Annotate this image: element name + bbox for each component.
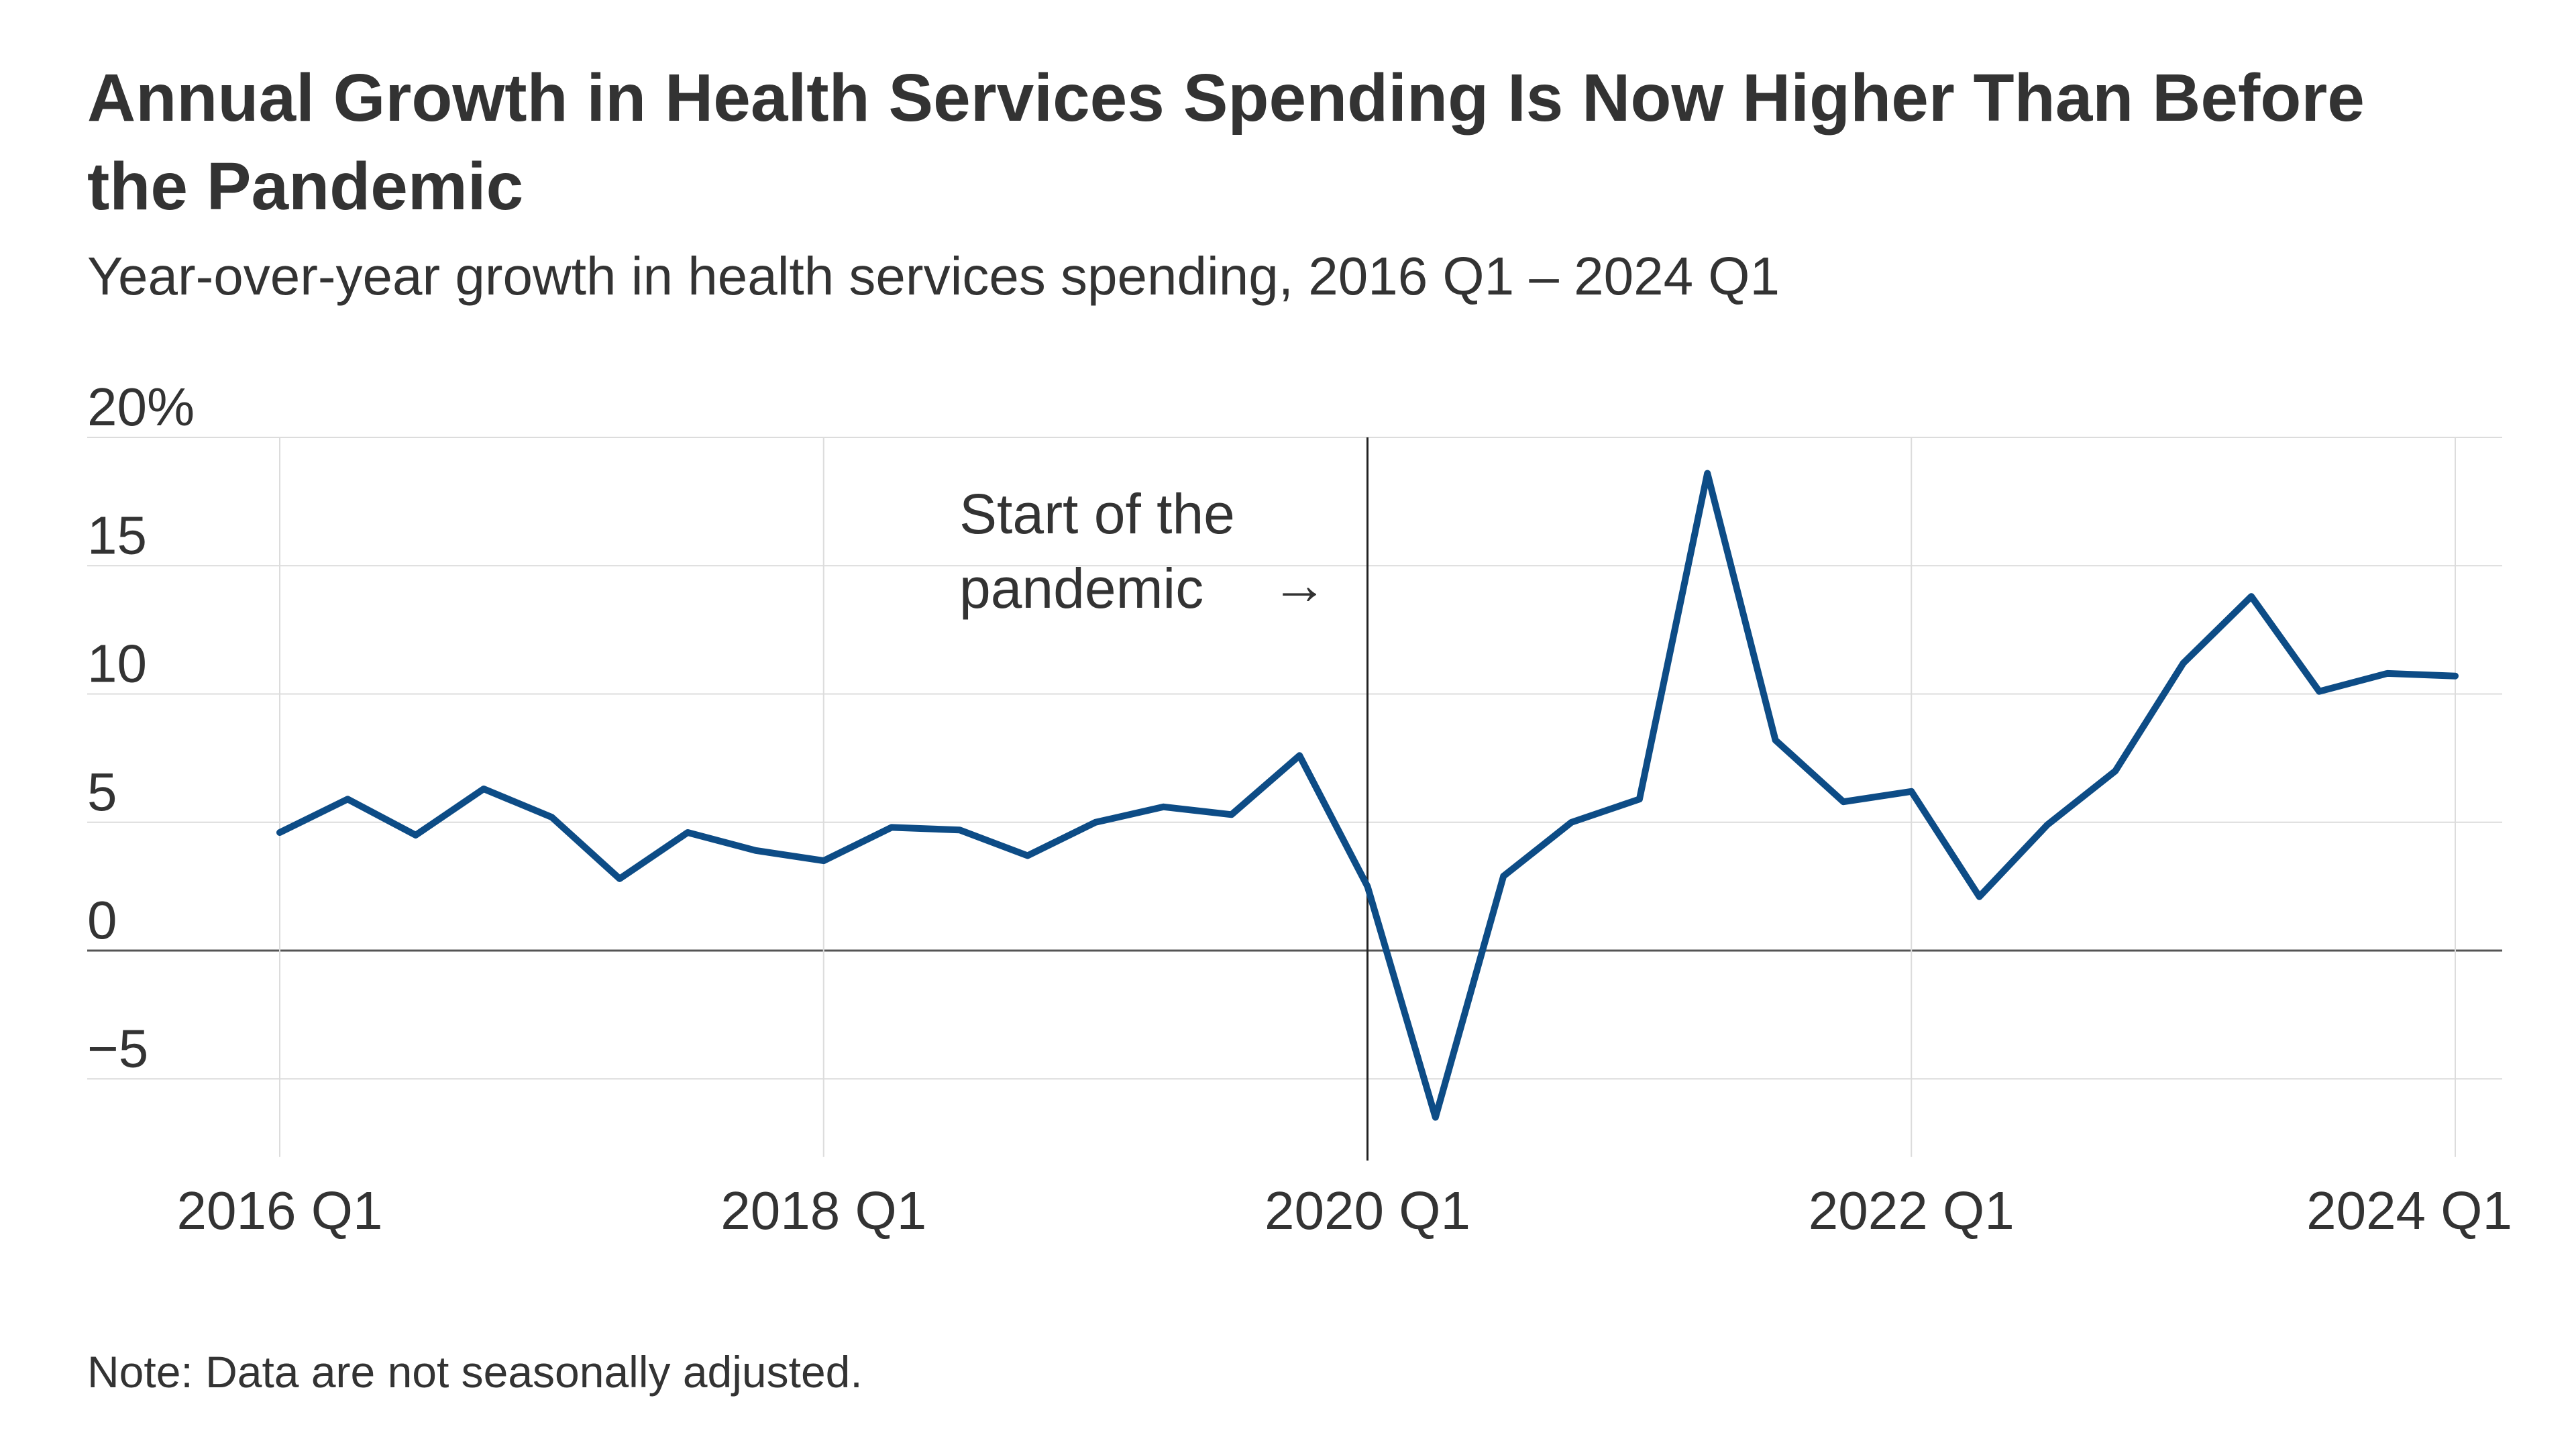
data-point	[1364, 882, 1372, 890]
chart-note: Note: Data are not seasonally adjusted.	[87, 1347, 863, 1397]
y-tick-label: 0	[87, 890, 117, 950]
y-tick-label: 20%	[87, 377, 195, 437]
data-point	[1432, 1114, 1440, 1122]
line-chart: −5 0 5 10 15 20% 2016 Q1 2018 Q1 2020 Q1 2022 Q1 2…	[87, 377, 2512, 1240]
data-point	[684, 828, 692, 837]
x-tick-label: 2022 Q1	[1809, 1181, 2015, 1240]
data-point	[2315, 688, 2323, 696]
data-point	[480, 785, 488, 793]
data-point	[1295, 751, 1303, 759]
data-point	[1499, 872, 1507, 880]
x-tick-label: 2016 Q1	[177, 1181, 383, 1240]
data-point	[547, 813, 555, 821]
x-tick-label: 2024 Q1	[2306, 1181, 2512, 1240]
data-point	[1772, 736, 1780, 744]
data-point	[2247, 592, 2255, 600]
data-point	[343, 795, 352, 803]
data-point	[2451, 672, 2459, 680]
x-tick-label: 2020 Q1	[1265, 1181, 1470, 1240]
series-line	[276, 470, 2459, 1121]
data-point	[955, 826, 963, 834]
data-point	[1228, 810, 1236, 818]
chart-subtitle: Year-over-year growth in health services…	[87, 246, 1780, 306]
annotation-label: pandemic	[959, 557, 1203, 620]
data-point	[1907, 788, 1915, 796]
y-tick-label: 5	[87, 762, 117, 822]
data-point	[1159, 803, 1167, 811]
data-point	[888, 823, 896, 831]
data-point	[616, 875, 624, 883]
data-point	[1568, 818, 1576, 826]
annotation-label: Start of the	[959, 482, 1235, 545]
data-point	[2383, 669, 2392, 678]
data-point	[1976, 893, 1984, 901]
chart-title: Annual Growth in Health Services Spendin…	[87, 60, 2365, 224]
data-point	[1635, 795, 1644, 803]
y-tick-label: 10	[87, 634, 147, 694]
data-point	[412, 831, 420, 839]
data-point	[276, 828, 284, 837]
x-tick-label: 2018 Q1	[720, 1181, 926, 1240]
data-point	[1839, 798, 1847, 806]
data-point	[751, 847, 759, 855]
data-point	[2111, 767, 2119, 775]
data-point	[1091, 818, 1099, 826]
data-point	[820, 857, 828, 865]
data-point	[2043, 821, 2051, 829]
data-point	[2180, 659, 2188, 667]
y-tick-label: 15	[87, 505, 147, 565]
annotation-arrow: →	[1271, 553, 1328, 616]
data-point	[1024, 851, 1032, 859]
y-tick-label: −5	[87, 1018, 148, 1078]
data-point	[1703, 470, 1711, 478]
